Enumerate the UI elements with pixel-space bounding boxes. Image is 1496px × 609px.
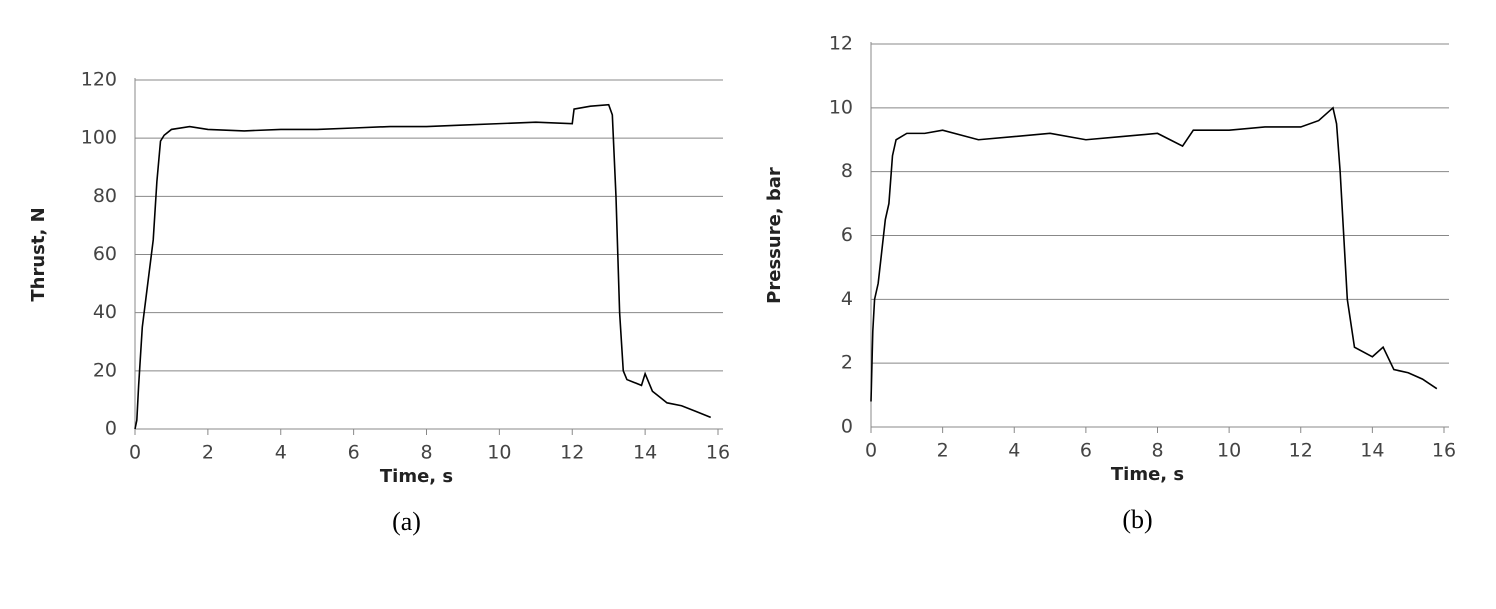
data-line bbox=[134, 103, 712, 430]
y-tick-label: 80 bbox=[93, 185, 117, 207]
caption: (b) bbox=[1122, 505, 1152, 534]
y-tick-label: 4 bbox=[841, 288, 853, 310]
x-tick-label: 10 bbox=[1217, 440, 1241, 462]
x-tick-label: 4 bbox=[1008, 440, 1020, 462]
x-tick-label: 16 bbox=[1432, 440, 1456, 462]
x-tick-label: 10 bbox=[487, 442, 511, 464]
y-axis-label: Pressure, bar bbox=[764, 167, 785, 304]
x-tick-label: 8 bbox=[1151, 440, 1163, 462]
y-axis-label: Thrust, N bbox=[28, 207, 49, 301]
x-tick-label: 0 bbox=[865, 440, 877, 462]
x-tick-label: 6 bbox=[1080, 440, 1092, 462]
y-tick-label: 60 bbox=[93, 243, 117, 265]
x-tick-label: 14 bbox=[633, 442, 657, 464]
y-tick-label: 100 bbox=[81, 127, 117, 149]
x-tick-label: 8 bbox=[420, 442, 432, 464]
y-tick-label: 12 bbox=[829, 33, 853, 55]
y-tick-label: 40 bbox=[93, 301, 117, 323]
x-tick-label: 6 bbox=[348, 442, 360, 464]
x-tick-label: 12 bbox=[1289, 440, 1313, 462]
y-tick-label: 2 bbox=[841, 352, 853, 374]
caption: (a) bbox=[392, 507, 421, 536]
y-tick-label: 8 bbox=[841, 160, 853, 182]
x-tick-label: 14 bbox=[1360, 440, 1384, 462]
y-tick-label: 10 bbox=[829, 96, 853, 118]
x-tick-label: 16 bbox=[706, 442, 730, 464]
x-axis-label: Time, s bbox=[380, 466, 453, 487]
x-tick-label: 2 bbox=[202, 442, 214, 464]
y-tick-label: 6 bbox=[841, 224, 853, 246]
x-axis-label: Time, s bbox=[1111, 464, 1184, 485]
x-tick-label: 2 bbox=[937, 440, 949, 462]
x-tick-label: 0 bbox=[129, 442, 141, 464]
y-tick-label: 0 bbox=[841, 416, 853, 438]
y-tick-label: 120 bbox=[81, 69, 117, 91]
x-tick-label: 4 bbox=[275, 442, 287, 464]
data-line bbox=[870, 106, 1438, 402]
x-tick-label: 12 bbox=[560, 442, 584, 464]
y-tick-label: 0 bbox=[105, 418, 117, 440]
y-tick-label: 20 bbox=[93, 359, 117, 381]
